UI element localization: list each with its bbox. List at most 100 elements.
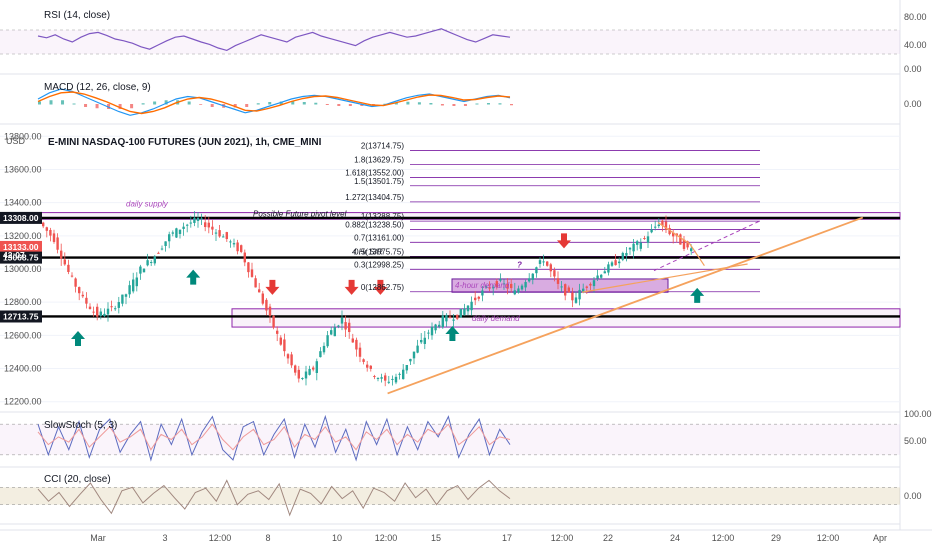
candle-body — [466, 305, 470, 312]
macd-histogram-bar — [61, 100, 65, 105]
candle-body — [578, 289, 581, 300]
candle-body — [614, 260, 617, 266]
buy-arrow — [690, 287, 705, 303]
x-tick-label: 22 — [603, 533, 613, 543]
candle-body — [654, 226, 657, 228]
candle-body — [286, 354, 290, 359]
projection-path — [657, 222, 705, 267]
candle-body — [276, 330, 279, 334]
candle-body — [463, 308, 466, 315]
zone-daily-demand — [231, 308, 901, 328]
candle-body — [236, 242, 239, 252]
candle-body — [643, 238, 646, 240]
candle-body — [146, 260, 149, 266]
candle-body — [99, 311, 102, 317]
candle-body — [351, 338, 354, 343]
trendline-short — [581, 263, 748, 293]
candle-body — [150, 262, 153, 264]
candle-body — [52, 233, 56, 242]
candle-body — [247, 262, 250, 273]
candle-body — [301, 378, 304, 380]
currency-label: USD — [6, 136, 26, 146]
candle-body — [430, 326, 434, 336]
x-tick-label: Mar — [90, 533, 106, 543]
zone-label: daily demand — [472, 314, 520, 323]
macd-histogram-bar — [498, 103, 502, 105]
candle-body — [582, 288, 585, 293]
candle-body — [304, 371, 308, 379]
candle-body — [538, 260, 542, 264]
price-axis — [900, 0, 932, 550]
candle-body — [168, 234, 171, 242]
candle-body — [103, 313, 106, 317]
y-tick-label: 13400.00 — [4, 198, 42, 208]
candle-body — [499, 279, 502, 281]
fib-level-label: 1.272(13404.75) — [345, 193, 404, 202]
candle-body — [225, 232, 228, 240]
candle-body — [589, 283, 592, 286]
candle-body — [124, 294, 128, 297]
macd-histogram-bar — [452, 104, 456, 106]
candle-body — [348, 322, 351, 333]
macd-histogram-bar — [291, 101, 295, 105]
candle-body — [297, 369, 300, 379]
candle-body — [243, 252, 246, 263]
x-tick-label: 12:00 — [209, 533, 232, 543]
macd-histogram-bar — [463, 104, 467, 106]
candle-body — [459, 308, 462, 318]
candle-body — [272, 315, 275, 328]
fib-level-label: 1(13288.75) — [361, 212, 404, 221]
candle-body — [535, 267, 538, 274]
candle-body — [391, 378, 394, 380]
candle-body — [128, 285, 131, 295]
candle-body — [607, 264, 610, 273]
candle-body — [240, 245, 243, 252]
candle-body — [484, 286, 488, 288]
macd-histogram-bar — [325, 104, 329, 105]
candle-body — [315, 361, 318, 373]
candle-body — [438, 324, 441, 327]
price-tag — [0, 251, 42, 264]
candle-body — [524, 281, 527, 288]
price-tag-label: 13133.00 — [3, 242, 39, 252]
x-tick-label: 15 — [431, 533, 441, 543]
candle-body — [182, 226, 185, 229]
candle-body — [200, 218, 203, 220]
candle-body — [157, 252, 160, 254]
macd-histogram-bar — [199, 104, 203, 105]
candle-body — [96, 306, 99, 317]
macd-histogram-bar — [348, 104, 352, 106]
candle-body — [492, 287, 495, 289]
candle-body — [553, 270, 556, 277]
candle-body — [160, 248, 164, 250]
fib-level-label: 2(13714.75) — [361, 141, 404, 150]
candle-body — [394, 376, 398, 383]
candle-body — [384, 375, 387, 381]
candle-body — [502, 283, 506, 285]
macd-histogram-bar — [38, 101, 41, 105]
candle-body — [600, 274, 603, 278]
candle-body — [139, 266, 142, 274]
candle-body — [333, 327, 336, 337]
candle-body — [513, 290, 516, 295]
fib-level-label: 1.618(13552.00) — [345, 168, 404, 177]
candle-body — [92, 311, 95, 313]
cci-title: CCI (20, close) — [44, 474, 111, 485]
candle-body — [355, 339, 358, 350]
sell-arrow — [557, 233, 571, 249]
candle-body — [369, 365, 372, 369]
candle-body — [45, 227, 48, 231]
candle-body — [560, 286, 563, 288]
candle-body — [207, 222, 210, 228]
candle-body — [42, 222, 45, 227]
candle-body — [132, 279, 135, 292]
macd-histogram-bar — [84, 104, 88, 107]
candle-body — [546, 261, 549, 266]
annotation-question: ? — [517, 260, 522, 269]
price-tag-label: 13068.75 — [3, 253, 39, 263]
y-tick-label: 12800.00 — [4, 297, 42, 307]
y-tick-label: 13200.00 — [4, 231, 42, 241]
y-tick-label: 13000.00 — [4, 264, 42, 274]
candle-body — [646, 236, 650, 243]
